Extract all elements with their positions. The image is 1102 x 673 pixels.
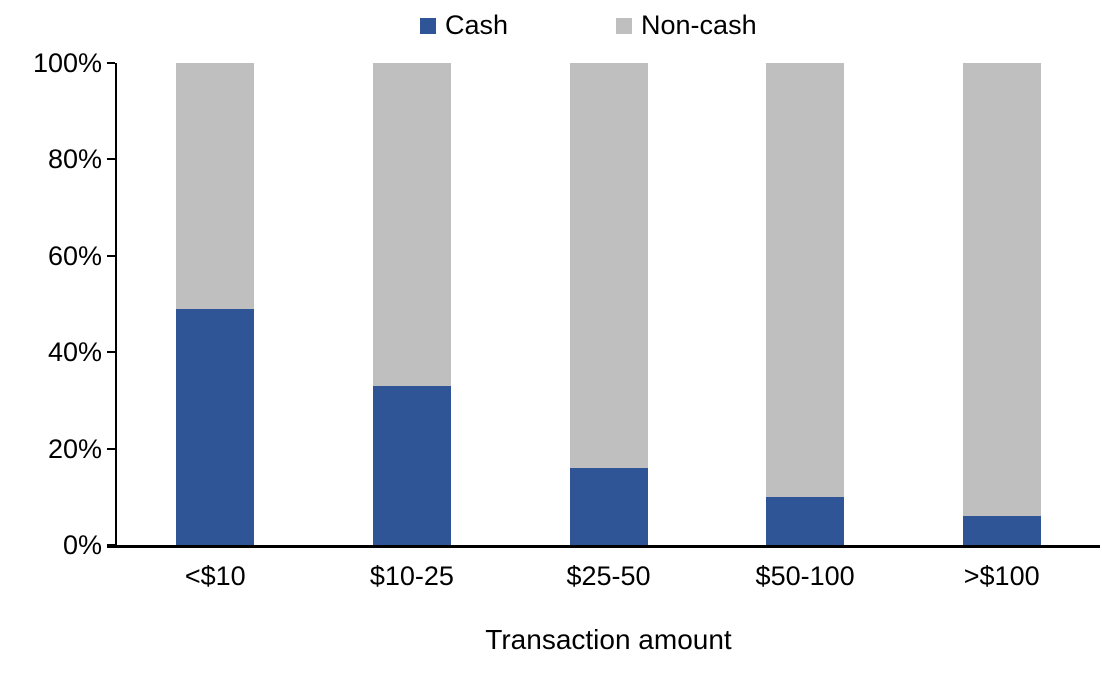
non-cash-bar-segment (962, 63, 1041, 517)
x-category-label: $10-25 (369, 561, 454, 591)
y-tick-label: 20% (47, 433, 102, 464)
x-category-label: $50-100 (755, 561, 855, 591)
y-tick-label: 100% (32, 48, 102, 78)
y-tick-label: 60% (47, 240, 102, 271)
non-cash-bar-segment (176, 63, 255, 309)
y-axis-line (115, 63, 117, 547)
legend-label-non-cash: Non-cash (641, 10, 757, 40)
cash-bar-segment (766, 496, 845, 545)
y-tick-mark (107, 254, 115, 257)
y-tick-mark (107, 62, 115, 64)
non-cash-legend-swatch-icon (616, 17, 633, 34)
legend-item-cash: Cash (420, 12, 508, 39)
cash-bar-segment (372, 385, 451, 545)
chart-legend: Cash Non-cash (420, 12, 757, 39)
y-tick-label: 40% (47, 337, 102, 368)
x-category-label: $25-50 (566, 561, 651, 591)
y-tick-mark (107, 351, 115, 354)
non-cash-bar-segment (766, 63, 845, 497)
x-category-label: <$10 (184, 561, 246, 591)
bar-stack (569, 63, 648, 545)
y-tick-mark (107, 447, 115, 450)
x-axis-line (107, 545, 1100, 548)
bar-stack (766, 63, 845, 545)
y-tick-mark (107, 158, 115, 161)
cash-bar-segment (962, 516, 1041, 545)
cash-legend-swatch-icon (420, 17, 436, 34)
cash-bar-segment (569, 467, 648, 545)
y-tick-mark (107, 544, 115, 546)
legend-label-cash: Cash (445, 10, 509, 40)
x-category-label: >$100 (963, 561, 1040, 591)
x-axis-title: Transaction amount (485, 624, 732, 655)
cash-bar-segment (176, 308, 255, 545)
bar-stack (372, 63, 451, 545)
bar-stack (176, 63, 255, 545)
non-cash-bar-segment (569, 63, 648, 468)
non-cash-bar-segment (372, 63, 451, 386)
plot-area (117, 63, 1100, 545)
y-tick-label: 80% (47, 144, 102, 175)
y-tick-label: 0% (62, 530, 102, 560)
bar-stack (962, 63, 1041, 545)
legend-item-non-cash: Non-cash (616, 12, 757, 39)
